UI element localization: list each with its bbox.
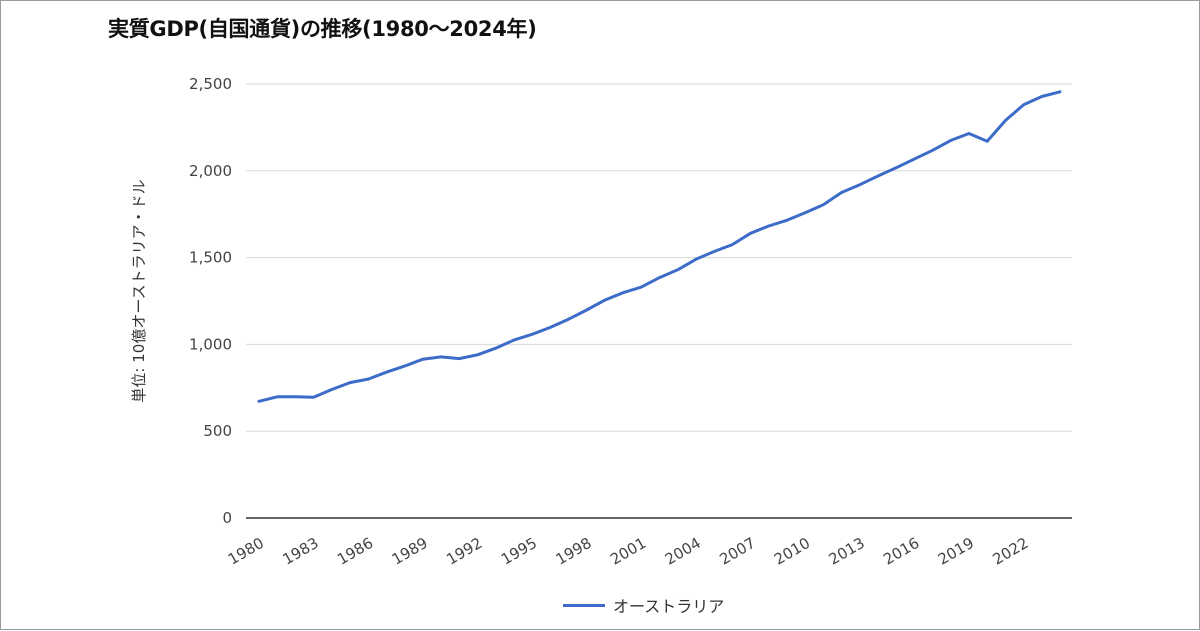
legend: オーストラリア bbox=[563, 593, 724, 617]
y-tick-label: 2,000 bbox=[189, 162, 232, 180]
x-tick-label: 1989 bbox=[389, 534, 431, 569]
y-axis-ticks: 0 500 1,000 1,500 2,000 2,500 bbox=[189, 75, 232, 527]
x-axis-ticks: 1980 1983 1986 1989 1992 1995 1998 2001 2004 2007… bbox=[225, 534, 1032, 569]
x-tick-label: 2022 bbox=[990, 534, 1032, 569]
y-tick-label: 2,500 bbox=[189, 75, 232, 93]
x-tick-label: 2019 bbox=[935, 534, 977, 569]
x-tick-label: 2004 bbox=[662, 534, 704, 569]
x-tick-label: 1992 bbox=[443, 534, 485, 569]
x-tick-label: 1983 bbox=[280, 534, 322, 569]
x-tick-label: 2007 bbox=[716, 534, 758, 569]
legend-label: オーストラリア bbox=[613, 597, 725, 616]
y-tick-label: 1,500 bbox=[189, 249, 232, 267]
y-tick-label: 0 bbox=[222, 509, 232, 527]
chart-title: 実質GDP(自国通貨)の推移(1980〜2024年) bbox=[108, 17, 537, 41]
y-tick-label: 1,000 bbox=[189, 335, 232, 353]
legend-swatch bbox=[563, 603, 605, 607]
x-tick-label: 2016 bbox=[880, 534, 922, 569]
series-line bbox=[257, 90, 1062, 403]
gridlines bbox=[246, 83, 1072, 519]
x-tick-label: 1980 bbox=[225, 534, 267, 569]
x-tick-label: 2001 bbox=[607, 534, 649, 569]
y-tick-label: 500 bbox=[203, 422, 232, 440]
x-tick-label: 1995 bbox=[498, 534, 540, 569]
x-tick-label: 1998 bbox=[553, 534, 595, 569]
series-group bbox=[257, 90, 1062, 403]
x-tick-label: 2013 bbox=[826, 534, 868, 569]
x-tick-label: 2010 bbox=[771, 534, 813, 569]
x-tick-label: 1986 bbox=[334, 534, 376, 569]
y-axis-label: 単位: 10億オーストラリア・ドル bbox=[130, 179, 148, 402]
